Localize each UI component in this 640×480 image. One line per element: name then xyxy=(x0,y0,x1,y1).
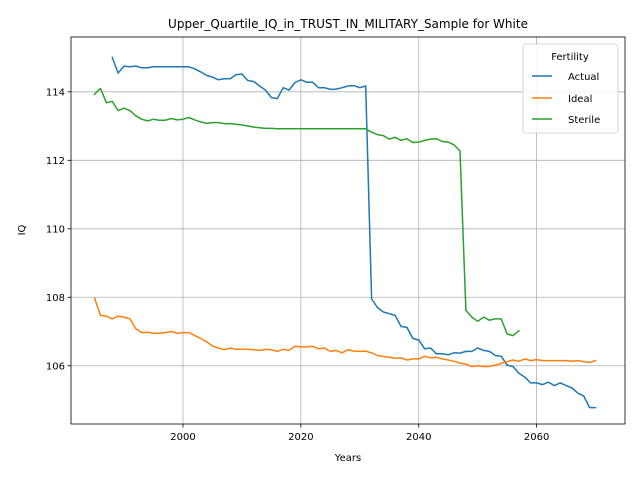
y-tick-label: 108 xyxy=(46,293,65,304)
legend-title: Fertility xyxy=(551,52,589,63)
legend-label-sterile: Sterile xyxy=(568,115,600,126)
legend-label-actual: Actual xyxy=(568,72,599,83)
x-tick-label: 2000 xyxy=(170,432,195,443)
series-layer xyxy=(93,56,597,409)
x-axis-label: Years xyxy=(334,453,361,464)
x-tick-label: 2020 xyxy=(288,432,313,443)
series-line-ideal xyxy=(93,297,597,368)
chart-title: Upper_Quartile_IQ_in_TRUST_IN_MILITARY_S… xyxy=(168,17,528,31)
plot-area-frame xyxy=(70,36,626,425)
series-line-sterile xyxy=(93,87,520,337)
y-tick-label: 106 xyxy=(46,361,65,372)
legend-label-ideal: Ideal xyxy=(568,94,592,105)
legend-box xyxy=(522,43,619,134)
series-line-actual xyxy=(111,56,597,409)
y-tick-label: 112 xyxy=(46,156,65,167)
y-tick-label: 114 xyxy=(46,87,65,98)
x-tick-label: 2040 xyxy=(406,432,431,443)
legend: Fertility Actual Ideal Sterile xyxy=(522,43,619,134)
ticks: 2000 2020 2040 2060 106 108 110 112 114 xyxy=(46,87,549,443)
y-axis-label: IQ xyxy=(17,224,28,235)
x-tick-label: 2060 xyxy=(524,432,549,443)
y-tick-label: 110 xyxy=(46,224,65,235)
